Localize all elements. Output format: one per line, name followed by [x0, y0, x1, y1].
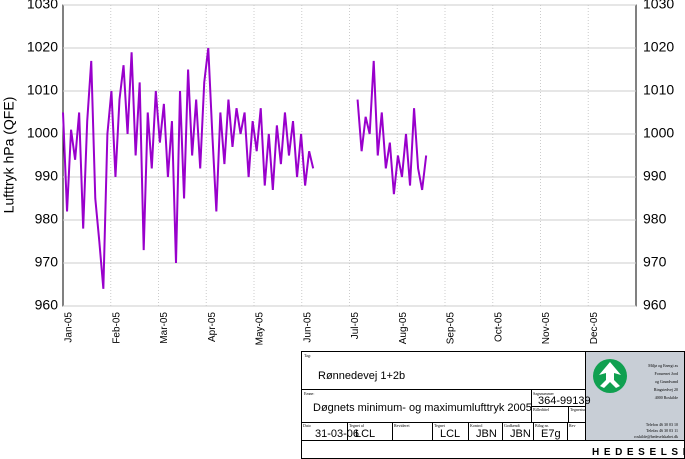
field-label: Bilag nr. — [535, 423, 549, 428]
x-tick-label: Apr-05 — [207, 312, 218, 342]
contact-line: Telefon 46 30 03 10 — [646, 422, 678, 427]
y2-tick-label: 990 — [643, 168, 667, 184]
y2-tick-label: 1000 — [643, 125, 674, 141]
y-tick-label: 970 — [35, 254, 59, 270]
field-label: Godkendt — [504, 423, 521, 428]
address-line: Ringstedvej 20 — [654, 387, 678, 392]
field-label: Tegnestue — [570, 407, 586, 412]
field-label: Billedtitel — [533, 407, 550, 412]
address-line: 4000 Roskilde — [655, 395, 678, 400]
logo — [593, 359, 627, 393]
x-tick-label: Mar-05 — [159, 312, 170, 344]
x-tick-label: Jun-05 — [302, 312, 313, 343]
company: HEDESELSKABET — [592, 447, 685, 458]
case-number: 364-99139 — [538, 395, 591, 407]
y2-tick-label: 960 — [643, 297, 667, 313]
field-label: Revideret — [394, 423, 410, 428]
address-line: og Grundvand — [655, 379, 678, 384]
field-value: 31-03-06 — [315, 428, 359, 440]
field-value: LCL — [355, 428, 375, 440]
x-tick-label: Jan-05 — [64, 312, 75, 343]
address-line: Forurenet Jord — [655, 371, 678, 376]
y2-tick-label: 1030 — [643, 0, 674, 12]
y2-tick-label: 1010 — [643, 82, 674, 98]
field-label: Dato — [303, 423, 311, 428]
x-tick-label: Oct-05 — [493, 312, 504, 342]
subject: Døgnets minimum- og maximumlufttryk 2005 — [313, 402, 532, 414]
field-label: Tegnet af — [349, 423, 365, 428]
field-value: E7g — [541, 428, 561, 440]
field-value: JBN — [510, 428, 531, 440]
field-label: Tag: — [304, 353, 311, 358]
x-tick-label: Sep-05 — [446, 312, 457, 345]
tag: Rønnedevej 1+2b — [318, 370, 405, 382]
field-label: Kontrol — [470, 423, 483, 428]
x-tick-label: Aug-05 — [398, 312, 409, 345]
y-tick-label: 980 — [35, 211, 59, 227]
y2-tick-label: 1020 — [643, 39, 674, 55]
field-label: Emne: — [304, 391, 314, 396]
field-label: Sagsnummer — [533, 391, 555, 396]
y2-tick-label: 980 — [643, 211, 667, 227]
field-value: LCL — [440, 428, 460, 440]
field-label: Rev — [569, 423, 575, 428]
y-tick-label: 1000 — [27, 125, 58, 141]
x-tick-label: Jul-05 — [350, 312, 361, 340]
x-tick-label: Dec-05 — [589, 312, 600, 345]
contact-line: roskilde@hedeselskabet.dk — [634, 434, 678, 439]
y-tick-label: 1030 — [27, 0, 58, 12]
x-tick-label: May-05 — [255, 312, 266, 346]
y-tick-label: 990 — [35, 168, 59, 184]
contact-line: Telefax 46 30 03 11 — [646, 428, 678, 433]
pressure-line — [62, 47, 428, 289]
y-tick-label: 1020 — [27, 39, 58, 55]
y-tick-label: 1010 — [27, 82, 58, 98]
field-value: JBN — [476, 428, 497, 440]
field-label: Tegnet — [434, 423, 446, 428]
x-tick-label: Feb-05 — [111, 312, 122, 344]
address-line: Miljø og Energi as — [648, 363, 678, 368]
logo-arrow — [599, 362, 621, 388]
x-tick-label: Nov-05 — [541, 312, 552, 345]
y-axis-label: Lufttryk hPa (QFE) — [1, 97, 17, 214]
y-tick-label: 960 — [35, 297, 59, 313]
y2-tick-label: 970 — [643, 254, 667, 270]
title-block: Tag: Rønnedevej 1+2b Emne: Døgnets minim… — [301, 351, 685, 459]
